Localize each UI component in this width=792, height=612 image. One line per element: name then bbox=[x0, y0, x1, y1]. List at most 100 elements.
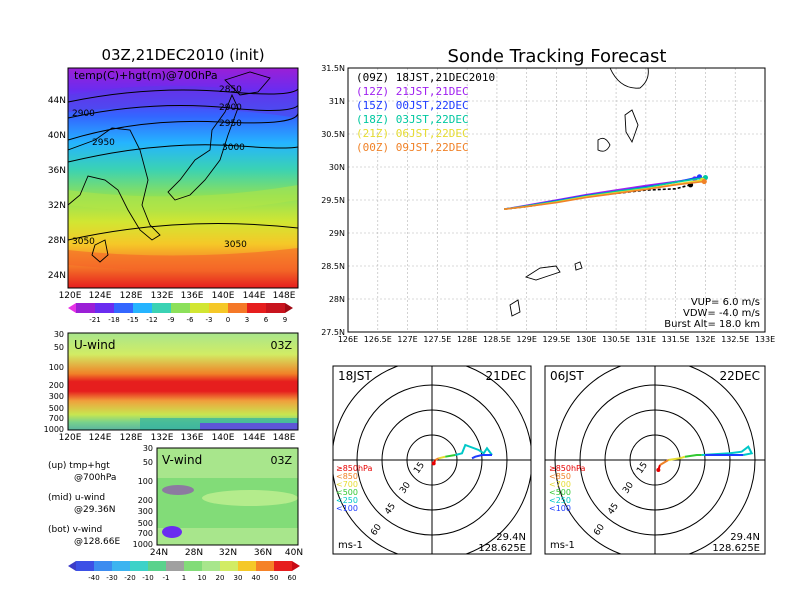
temp-colorbar bbox=[68, 303, 293, 313]
hodo-level-legend: ≥850hPa <850 <700 <500 <250 <100 bbox=[549, 464, 586, 513]
vwind-level-tick: 700 bbox=[138, 529, 153, 538]
vwind-lat-axis: 24N 28N 32N 36N 40N bbox=[150, 548, 303, 558]
init-lon-tick: 132E bbox=[151, 291, 174, 301]
temp-cbar-tick: -6 bbox=[187, 316, 195, 324]
uwind-lon-tick: 124E bbox=[89, 433, 112, 443]
hodo-segment bbox=[471, 454, 492, 460]
hodo-segment bbox=[438, 455, 446, 460]
wind-cbar-tick: 60 bbox=[288, 574, 297, 582]
wind-cbar-tick: 1 bbox=[182, 574, 186, 582]
track-lon-tick: 131E bbox=[636, 335, 656, 344]
track-lon-tick: 128.5E bbox=[483, 335, 511, 344]
track-legend-entry: (21Z) 06JST,22DEC bbox=[356, 127, 469, 140]
track-lat-tick: 27.5N bbox=[321, 328, 345, 337]
hodo-level-entry: <250 bbox=[549, 496, 571, 505]
wind-colorbar-ticks: -40 -30 -20 -10 -1 1 10 20 30 40 50 60 bbox=[88, 574, 296, 582]
track-lon-tick: 132E bbox=[695, 335, 715, 344]
uwind-level-tick: 100 bbox=[49, 363, 64, 372]
hodo-ring-label: 45 bbox=[606, 502, 621, 517]
uwind-lon-tick: 144E bbox=[243, 433, 266, 443]
track-lat-tick: 31.5N bbox=[321, 64, 345, 73]
vwind-level-tick: 1000 bbox=[133, 540, 153, 549]
track-lat-tick: 28.5N bbox=[321, 262, 345, 271]
hodo-left-date: 21DEC bbox=[486, 369, 526, 383]
contour-label: 3050 bbox=[224, 240, 247, 250]
init-contour-labels: 2850 2900 2900 2950 2950 3000 3050 3050 bbox=[72, 85, 247, 250]
hodo-right-date: 22DEC bbox=[720, 369, 760, 383]
temp-cbar-tick: 0 bbox=[226, 316, 230, 324]
wind-cbar-tick: 30 bbox=[234, 574, 243, 582]
uwind-level-tick: 500 bbox=[49, 404, 64, 413]
hodograph-left bbox=[333, 366, 531, 554]
hodo-segment bbox=[684, 454, 702, 458]
track-title: Sonde Tracking Forecast bbox=[448, 46, 667, 67]
track-lon-tick: 133E bbox=[755, 335, 775, 344]
uwind-field bbox=[68, 333, 298, 430]
track-param: VUP= 6.0 m/s bbox=[691, 297, 760, 308]
island-outline bbox=[609, 68, 649, 89]
track-lon-tick: 132.5E bbox=[721, 335, 749, 344]
temp-cbar-tick: 6 bbox=[264, 316, 269, 324]
hodo-segment bbox=[445, 454, 456, 458]
init-lon-axis: 120E 124E 128E 132E 136E 140E 144E 148E bbox=[59, 291, 296, 301]
init-lon-tick: 140E bbox=[212, 291, 235, 301]
wind-colorbar bbox=[68, 561, 300, 571]
track-legend-entry: (09Z) 18JST,21DEC2010 bbox=[356, 71, 495, 84]
uwind-level-tick: 30 bbox=[54, 330, 64, 339]
track-lat-tick: 31N bbox=[329, 97, 345, 106]
track-lon-tick: 131.5E bbox=[662, 335, 690, 344]
uwind-lon-tick: 132E bbox=[151, 433, 174, 443]
temp-cbar-tick: 3 bbox=[245, 316, 249, 324]
note-line: (bot) v-wind bbox=[48, 525, 102, 535]
hodo-ring-label: 15 bbox=[635, 461, 650, 476]
hodo-segment bbox=[668, 455, 686, 461]
panel-notes: (up) tmp+hgt @700hPa (mid) u-wind @29.36… bbox=[48, 461, 120, 547]
vwind-lat-tick: 24N bbox=[150, 548, 168, 558]
hodo-left-units: ms-1 bbox=[338, 540, 363, 551]
hodo-level-entry: <500 bbox=[336, 488, 358, 497]
hodo-level-entry: <100 bbox=[549, 504, 571, 513]
island-outline bbox=[624, 109, 639, 144]
init-lat-tick: 36N bbox=[48, 166, 66, 176]
track-lines bbox=[503, 174, 709, 210]
vwind-time: 03Z bbox=[270, 454, 292, 467]
note-line: @128.66E bbox=[74, 537, 120, 547]
hodo-level-entry: <850 bbox=[336, 472, 358, 481]
hodo-right-time: 06JST bbox=[550, 369, 584, 383]
vwind-level-tick: 50 bbox=[143, 458, 153, 467]
hodo-right-lat: 29.4N bbox=[730, 532, 760, 543]
vwind-label: V-wind bbox=[162, 453, 202, 467]
wind-cbar-tick: -20 bbox=[124, 574, 135, 582]
uwind-level-tick: 50 bbox=[54, 343, 64, 352]
temp-cbar-tick: -18 bbox=[108, 316, 119, 324]
hodo-level-entry: <700 bbox=[336, 480, 358, 489]
track-lon-tick: 127E bbox=[397, 335, 417, 344]
hodo-level-entry: <700 bbox=[549, 480, 571, 489]
hodo-ring-label: 60 bbox=[369, 522, 384, 537]
hodo-left-ring-labels: 15 30 45 60 bbox=[369, 461, 427, 538]
hodograph-right bbox=[545, 366, 765, 554]
temp-cbar-tick: 9 bbox=[283, 316, 287, 324]
uwind-lon-tick: 128E bbox=[120, 433, 143, 443]
track-lat-tick: 29.5N bbox=[321, 196, 345, 205]
contour-label: 3000 bbox=[222, 143, 245, 153]
hodo-level-entry: <100 bbox=[336, 504, 358, 513]
hodo-ring-label: 30 bbox=[621, 480, 636, 495]
vwind-level-tick: 500 bbox=[138, 519, 153, 528]
wind-cbar-tick: -40 bbox=[88, 574, 99, 582]
track-params: VUP= 6.0 m/s VDW= -4.0 m/s Burst Alt= 18… bbox=[664, 297, 760, 330]
hodo-level-entry: <250 bbox=[336, 496, 358, 505]
track-lat-tick: 30N bbox=[329, 163, 345, 172]
track-lat-tick: 28N bbox=[329, 295, 345, 304]
temp-colorbar-ticks: -21 -18 -15 -12 -9 -6 -3 0 3 6 9 bbox=[89, 316, 287, 324]
track-legend-entry: (12Z) 21JST,21DEC bbox=[356, 85, 469, 98]
hodo-level-entry: ≥850hPa bbox=[549, 464, 586, 473]
track-lat-tick: 30.5N bbox=[321, 130, 345, 139]
uwind-label: U-wind bbox=[74, 338, 115, 352]
temp-cbar-tick: -21 bbox=[89, 316, 100, 324]
track-lon-tick: 129.5E bbox=[543, 335, 571, 344]
hodo-right-lines bbox=[656, 445, 754, 472]
vwind-lat-tick: 40N bbox=[285, 548, 303, 558]
wind-cbar-tick: 10 bbox=[198, 574, 207, 582]
track-lon-tick: 130E bbox=[576, 335, 596, 344]
